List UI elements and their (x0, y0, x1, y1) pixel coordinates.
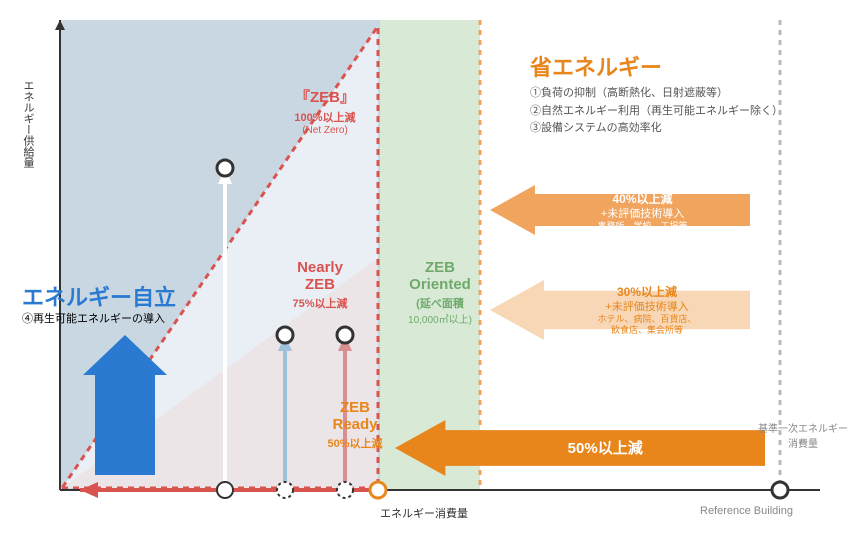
energy-save-line: ③設備システムの高効率化 (530, 120, 783, 138)
arrow30-line2: +未評価技術導入 (605, 299, 688, 313)
axis-circle-0 (370, 482, 386, 498)
x-axis-label: エネルギー消費量 (380, 505, 468, 521)
zeb-category-1: NearlyZEB75%以上減 (275, 260, 365, 311)
energy-save-line: ②自然エネルギー利用（再生可能エネルギー除く） (530, 103, 783, 121)
arrow30-line1: 30%以上減 (617, 284, 677, 299)
energy-self-sub: ④再生可能エネルギーの導入 (22, 312, 165, 327)
arrow30-line4: 飲食店、集会所等 (611, 324, 683, 335)
zeb-category-0: 『ZEB』100%以上減(Net Zero) (280, 90, 370, 136)
energy-save-title: 省エネルギー (530, 50, 662, 82)
arrow40-line1: 40%以上減 (612, 191, 672, 206)
up-arrow-top-circle-1 (277, 327, 293, 343)
arrow30-line3: ホテル、病院、百貨店、 (597, 313, 696, 324)
zeb-category-2: ZEBReady50%以上減 (310, 400, 400, 451)
energy-save-lines: ①負荷の抑制（高断熱化、日射遮蔽等）②自然エネルギー利用（再生可能エネルギー除く… (530, 85, 783, 138)
energy-self-title: エネルギー自立 (22, 280, 176, 312)
arrow40-line2: +未評価技術導入 (601, 206, 684, 220)
ref-energy-label: 基準一次エネルギー 消費量 (758, 420, 848, 450)
arrow40-line3: 事務所、学校、工場等 (597, 220, 687, 231)
up-arrow-top-circle-2 (337, 327, 353, 343)
axis-circle-1 (772, 482, 788, 498)
up-arrow-base-circle-0 (217, 482, 233, 498)
y-axis-label: エネルギー供給量 (20, 80, 36, 168)
up-arrow-top-circle-0 (217, 160, 233, 176)
ref-energy-line1: 基準一次エネルギー (758, 424, 848, 435)
up-arrow-base-circle-2 (337, 482, 353, 498)
zeb-category-3: ZEBOriented(延べ面積10,000㎡以上) (395, 260, 485, 326)
ref-building-label: Reference Building (700, 505, 793, 517)
up-arrow-base-circle-1 (277, 482, 293, 498)
energy-save-line: ①負荷の抑制（高断熱化、日射遮蔽等） (530, 85, 783, 103)
orange-arrow-50-label: 50%以上減 (568, 440, 643, 457)
ref-energy-line2: 消費量 (788, 439, 818, 450)
